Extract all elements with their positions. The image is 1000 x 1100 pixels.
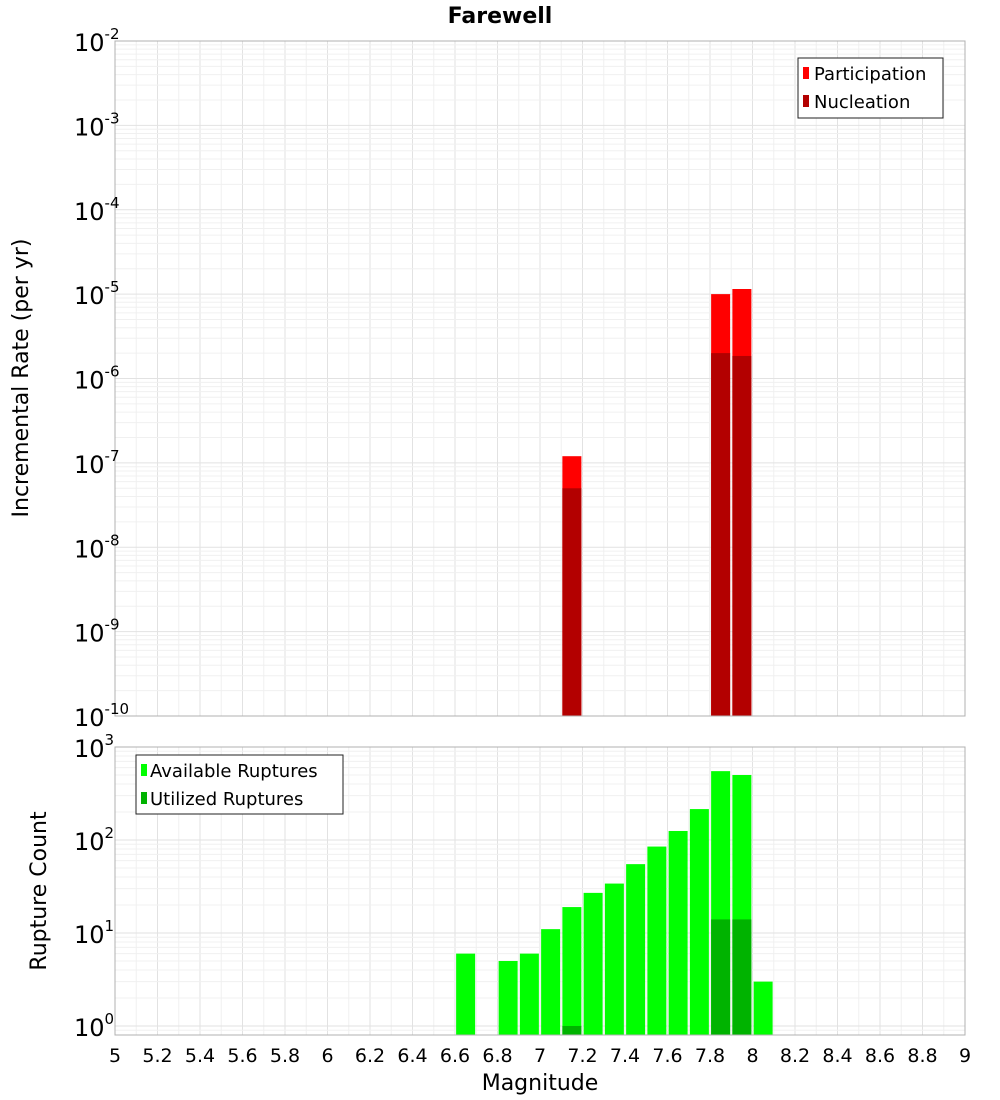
x-tick-label: 7.2 [567,1045,597,1067]
x-tick-label: 8.6 [865,1045,895,1067]
bar-available-ruptures [541,929,561,1035]
bar-utilized-ruptures [732,919,752,1035]
bar-available-ruptures [604,883,624,1035]
x-tick-label: 7 [534,1045,546,1067]
legend-label-utilized-ruptures: Utilized Ruptures [150,789,303,810]
legend-swatch-participation [803,67,809,79]
x-tick-label: 5.2 [142,1045,172,1067]
legend-swatch-nucleation [803,95,809,107]
top-plot-grid [114,40,966,717]
bar-available-ruptures [689,809,709,1035]
bar-available-ruptures [498,960,518,1035]
top-y-tick-label: 10-7 [74,447,120,479]
bar-available-ruptures [456,953,476,1035]
bar-available-ruptures [519,953,539,1035]
bottom-y-tick-label: 100 [74,1010,114,1042]
bottom-y-tick-label: 101 [74,917,114,949]
bar-nucleation [711,353,731,716]
x-tick-label: 5 [109,1045,121,1067]
x-tick-label: 6.2 [355,1045,385,1067]
legend-swatch-available-ruptures [141,764,147,776]
bar-utilized-ruptures [711,919,731,1035]
top-plot-frame [114,40,966,717]
bottom-y-tick-label: 103 [74,731,114,763]
legend-swatch-utilized-ruptures [141,792,147,804]
top-y-tick-label: 10-10 [74,700,129,732]
x-tick-label: 5.6 [227,1045,257,1067]
bar-nucleation [732,355,752,716]
top-plot-bars [562,289,752,716]
top-y-tick-label: 10-2 [74,25,120,57]
top-y-tick-label: 10-9 [74,616,120,648]
chart-title: Farewell [448,4,553,29]
bar-utilized-ruptures [562,1025,582,1035]
top-y-tick-label: 10-8 [74,531,120,563]
x-tick-label: 8.2 [780,1045,810,1067]
x-tick-label: 5.4 [185,1045,215,1067]
bar-nucleation [562,488,582,716]
x-tick-label: 8.4 [822,1045,852,1067]
x-tick-label: 7.8 [695,1045,725,1067]
bottom-y-axis-label: Rupture Count [27,811,52,971]
bar-available-ruptures [626,864,646,1035]
top-legend: Participation Nucleation [797,57,944,119]
top-y-tick-label: 10-6 [74,363,120,395]
top-y-axis-ticks: 10-2 10-3 10-4 10-5 10-6 10-7 10-8 10-9 10-10 [74,25,129,732]
x-tick-label: 7.4 [610,1045,640,1067]
x-tick-label: 6.6 [440,1045,470,1067]
x-axis-ticks: 5 5.2 5.4 5.6 5.8 6 6.2 6.4 6.6 6.8 7 7.2 7.4 7.6 7.8 8… [109,1045,971,1067]
x-tick-label: 6.4 [397,1045,427,1067]
bar-available-ruptures [647,846,667,1035]
bar-available-ruptures [583,892,603,1035]
bar-available-ruptures [562,907,582,1035]
x-tick-label: 8 [746,1045,758,1067]
bottom-legend-box [135,754,344,815]
bar-available-ruptures [753,981,773,1035]
top-y-axis-label: Incremental Rate (per yr) [9,239,34,518]
x-tick-label: 5.8 [270,1045,300,1067]
bottom-y-axis-ticks: 103 102 101 100 [74,731,114,1042]
bottom-legend: Available Ruptures Utilized Ruptures [135,754,344,815]
x-tick-label: 6.8 [482,1045,512,1067]
legend-label-participation: Participation [814,64,926,85]
bottom-plot-frame [114,746,966,1036]
top-y-tick-label: 10-4 [74,194,120,226]
x-tick-label: 8.8 [907,1045,937,1067]
x-tick-label: 7.6 [652,1045,682,1067]
top-legend-box [797,57,944,119]
bottom-y-tick-label: 102 [74,824,114,856]
x-tick-label: 6 [321,1045,333,1067]
x-axis-label: Magnitude [482,1071,599,1096]
legend-label-nucleation: Nucleation [814,92,910,113]
bar-available-ruptures [668,830,688,1035]
top-y-tick-label: 10-3 [74,109,120,141]
bottom-plot-bars [456,771,773,1035]
x-tick-label: 9 [959,1045,971,1067]
top-y-tick-label: 10-5 [74,278,120,310]
legend-label-available-ruptures: Available Ruptures [150,761,318,782]
